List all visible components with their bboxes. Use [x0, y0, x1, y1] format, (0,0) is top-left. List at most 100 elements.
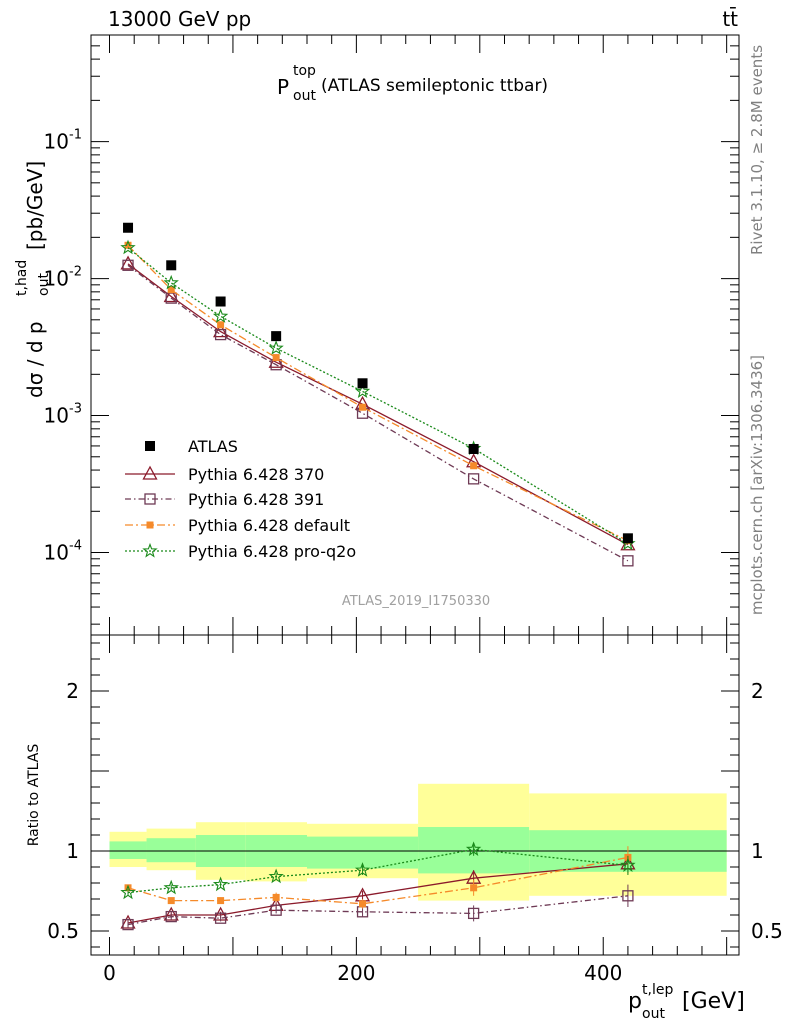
atlas-point	[622, 533, 633, 544]
y-tick-label-exp: -1	[69, 128, 82, 143]
series-point-2	[167, 286, 175, 294]
legend-marker-3	[142, 542, 158, 558]
atlas-point	[468, 443, 479, 454]
ratio-point-2	[167, 897, 175, 905]
y-tick-label: 10 -1	[44, 128, 82, 154]
ratio-point-3	[163, 879, 179, 895]
series-point-2	[272, 354, 280, 362]
ratio-point-2	[272, 893, 280, 901]
legend-label-0: Pythia 6.428 370	[188, 465, 324, 484]
main-axis-ticks: 10-410-310-210-1	[44, 35, 739, 635]
ratio-y-tick-label-right: 2	[751, 679, 764, 703]
y-tick-label-exp: -3	[69, 402, 82, 417]
ratio-point-3	[620, 857, 636, 872]
band-green	[146, 838, 196, 863]
y-tick-label-base: 10	[44, 541, 69, 565]
ratio-point-3	[354, 862, 371, 877]
series-point-0	[268, 353, 284, 368]
ratio-series	[120, 841, 636, 931]
xlabel-sup: t,lep	[642, 982, 673, 998]
ratio-point-2	[470, 884, 478, 892]
ylabel-sub: out	[36, 273, 52, 296]
y-tick-label-base: 10	[44, 130, 69, 154]
ratio-point-2	[217, 897, 225, 905]
series-point-3	[212, 308, 229, 323]
series-point-0	[120, 255, 136, 270]
series-point-2	[359, 403, 367, 411]
y-tick-label: 10 -4	[44, 539, 82, 565]
atlas-data-points	[123, 222, 633, 544]
series-line-1	[127, 264, 629, 562]
atlas-point	[123, 222, 134, 233]
title-rest: (ATLAS semileptonic ttbar)	[321, 76, 548, 96]
legend-label-2: Pythia 6.428 default	[188, 516, 350, 535]
atlas-point	[166, 260, 177, 271]
ratio-ylabel: Ratio to ATLAS	[26, 744, 42, 847]
legend: ATLAS Pythia 6.428 370 Pythia 6.428 391 Pyt…	[125, 437, 356, 561]
xlabel-sub: out	[642, 1006, 665, 1022]
title-main: P	[277, 75, 289, 99]
ratio-point-2	[359, 900, 367, 908]
ratio-y-tick-label-right: 0.5	[751, 919, 783, 943]
main-panel: 10-410-310-210-1 P top out (ATLAS semile…	[14, 34, 740, 636]
x-tick-label: 400	[584, 961, 622, 985]
atlas-point	[271, 331, 282, 342]
ratio-axis-ticks: 0.5 0.5 1 1 2 2 0 200 400	[47, 635, 783, 985]
header-left: 13000 GeV pp	[108, 7, 251, 31]
series-point-1	[467, 473, 480, 485]
y-tick-label-exp: -4	[69, 539, 82, 554]
plot-title: P top out (ATLAS semileptonic ttbar)	[277, 63, 548, 104]
legend-label-1: Pythia 6.428 391	[188, 490, 324, 509]
ratio-point-0	[120, 914, 136, 929]
ratio-point-1	[122, 918, 134, 931]
series-point-1	[622, 555, 634, 567]
series-point-1	[122, 259, 134, 271]
legend-marker-2	[146, 521, 154, 529]
y-tick-label-base: 10	[44, 404, 69, 428]
ratio-y-tick-label: 2	[66, 679, 79, 703]
ratio-y-tick-label: 0.5	[47, 919, 79, 943]
x-tick-label: 0	[103, 961, 116, 985]
title-sup: top	[293, 63, 316, 79]
series-line-0	[127, 263, 629, 546]
ylabel-unit: [pb/GeV]	[23, 161, 47, 250]
title-sub: out	[293, 88, 316, 104]
x-tick-label: 200	[337, 961, 375, 985]
ratio-y-tick-label-right: 1	[751, 839, 764, 863]
ratio-point-1	[165, 910, 177, 923]
ratio-point-1	[270, 904, 282, 916]
series-point-3	[163, 274, 179, 290]
ratio-y-tick-label: 1	[66, 839, 79, 863]
ratio-frame	[90, 634, 740, 956]
ratio-point-3	[212, 876, 229, 892]
y-tick-label-base: 10	[44, 267, 69, 291]
ylabel-sup: t,had	[14, 260, 30, 296]
ratio-bands	[109, 783, 727, 901]
ratio-point-2	[124, 884, 132, 892]
xlabel-unit: [GeV]	[682, 989, 745, 1014]
ratio-point-1	[214, 912, 227, 924]
series-point-3	[354, 383, 371, 398]
series-point-1	[214, 328, 227, 341]
series-point-0	[213, 323, 229, 338]
ratio-point-3	[120, 884, 136, 900]
ratio-point-3	[268, 868, 284, 884]
ylabel-text: dσ / d p	[23, 321, 47, 398]
xlabel: p t,lep out [GeV]	[628, 982, 745, 1022]
y-tick-label-exp: -2	[69, 265, 82, 280]
rivet-label: Rivet 3.1.10, ≥ 2.8M events	[748, 45, 766, 255]
mcplots-label: mcplots.cern.ch [arXiv:1306.3436]	[748, 355, 766, 615]
header-right: tt̄	[722, 6, 738, 31]
series-point-2	[470, 462, 478, 470]
legend-atlas-marker	[145, 441, 155, 451]
ratio-panel: 0.5 0.5 1 1 2 2 0 200 400 Ratio to ATLAS	[26, 634, 783, 985]
legend-atlas-label: ATLAS	[188, 437, 238, 456]
ratio-point-3	[465, 841, 482, 856]
y-tick-label: 10 -3	[44, 402, 82, 428]
band-green	[109, 841, 147, 859]
legend-label-3: Pythia 6.428 pro-q2o	[188, 542, 356, 561]
watermark: ATLAS_2019_I1750330	[342, 594, 490, 609]
atlas-point	[357, 378, 368, 389]
ratio-point-0	[163, 906, 179, 921]
